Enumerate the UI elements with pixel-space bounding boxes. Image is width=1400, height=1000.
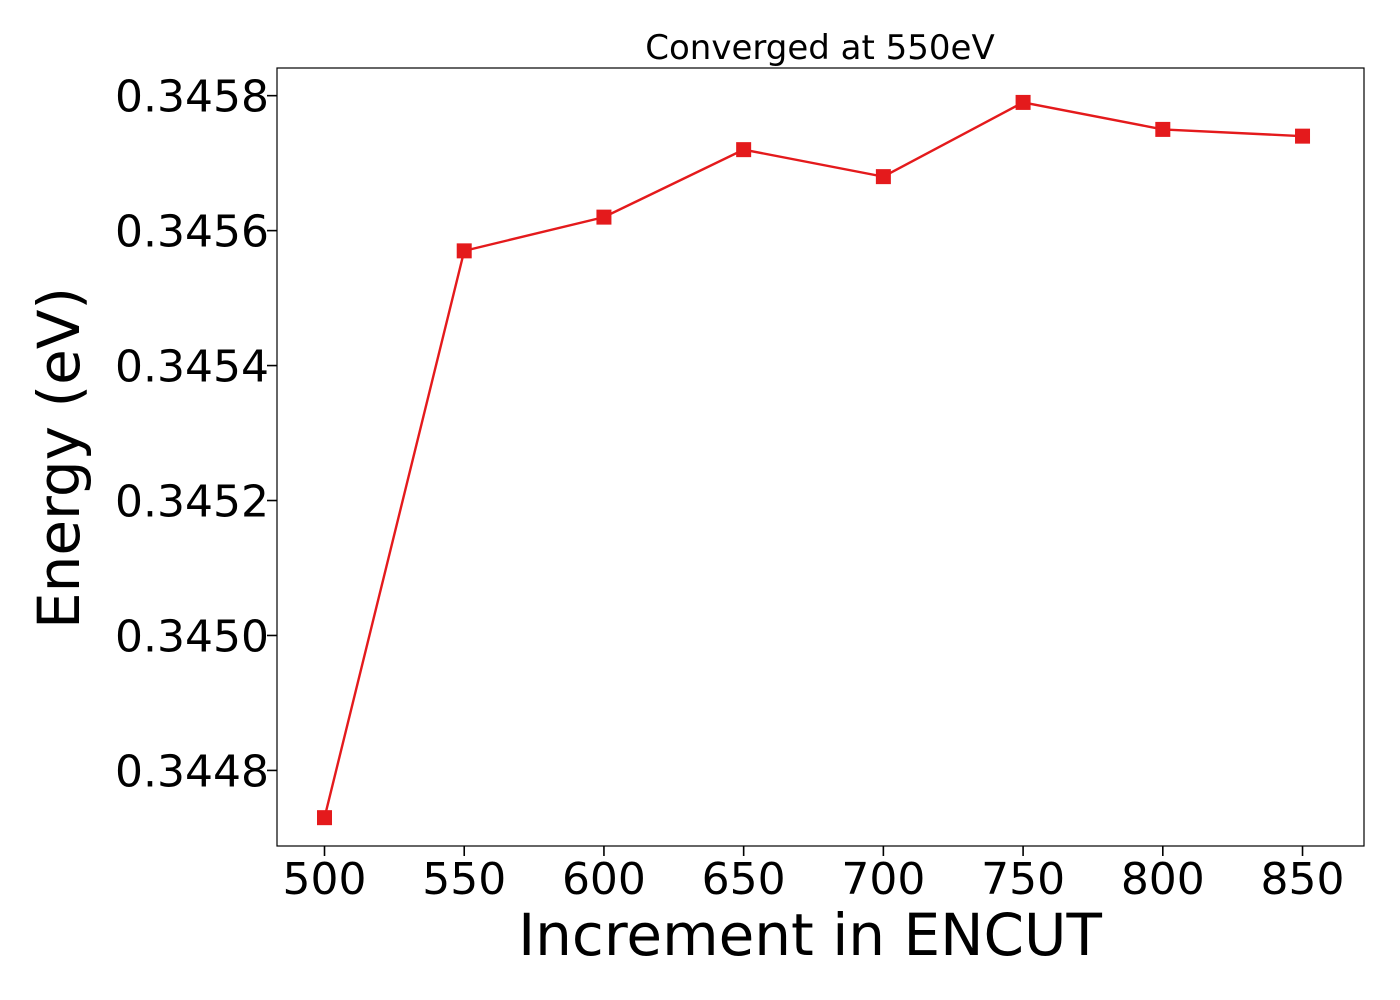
y-tick-label: 0.3456 — [115, 207, 269, 258]
x-tick-label: 650 — [702, 854, 786, 905]
y-tick-label: 0.3454 — [115, 342, 269, 393]
y-tick-label: 0.3452 — [115, 477, 269, 528]
plot-frame — [276, 67, 1365, 847]
data-point-marker — [1295, 128, 1311, 144]
y-tick-label: 0.3448 — [115, 746, 269, 797]
series-line — [323, 101, 1303, 818]
plot-area — [317, 94, 1311, 826]
x-tick-label: 750 — [981, 854, 1065, 905]
data-point-marker — [456, 243, 472, 259]
y-axis: 0.3448 0.3450 0.3452 0.3454 0.3456 0.3458 — [115, 72, 277, 797]
data-point-marker — [596, 209, 612, 225]
chart-title: Converged at 550eV — [645, 28, 994, 68]
x-tick-label: 500 — [283, 854, 367, 905]
y-axis-label: Energy (eV) — [25, 287, 93, 629]
y-tick-label: 0.3458 — [115, 72, 269, 123]
x-axis-label: Increment in ENCUT — [518, 901, 1102, 969]
x-axis: 500 550 600 650 700 750 800 850 — [283, 846, 1345, 905]
data-point-marker — [1155, 121, 1171, 137]
data-point-marker — [1015, 94, 1031, 110]
x-tick-label: 850 — [1261, 854, 1345, 905]
data-point-marker — [736, 142, 752, 158]
data-point-marker — [875, 169, 891, 185]
x-tick-label: 700 — [841, 854, 925, 905]
x-tick-label: 550 — [422, 854, 506, 905]
y-tick-label: 0.3450 — [115, 611, 269, 662]
x-tick-label: 800 — [1121, 854, 1205, 905]
x-tick-label: 600 — [562, 854, 646, 905]
data-point-marker — [317, 810, 333, 826]
